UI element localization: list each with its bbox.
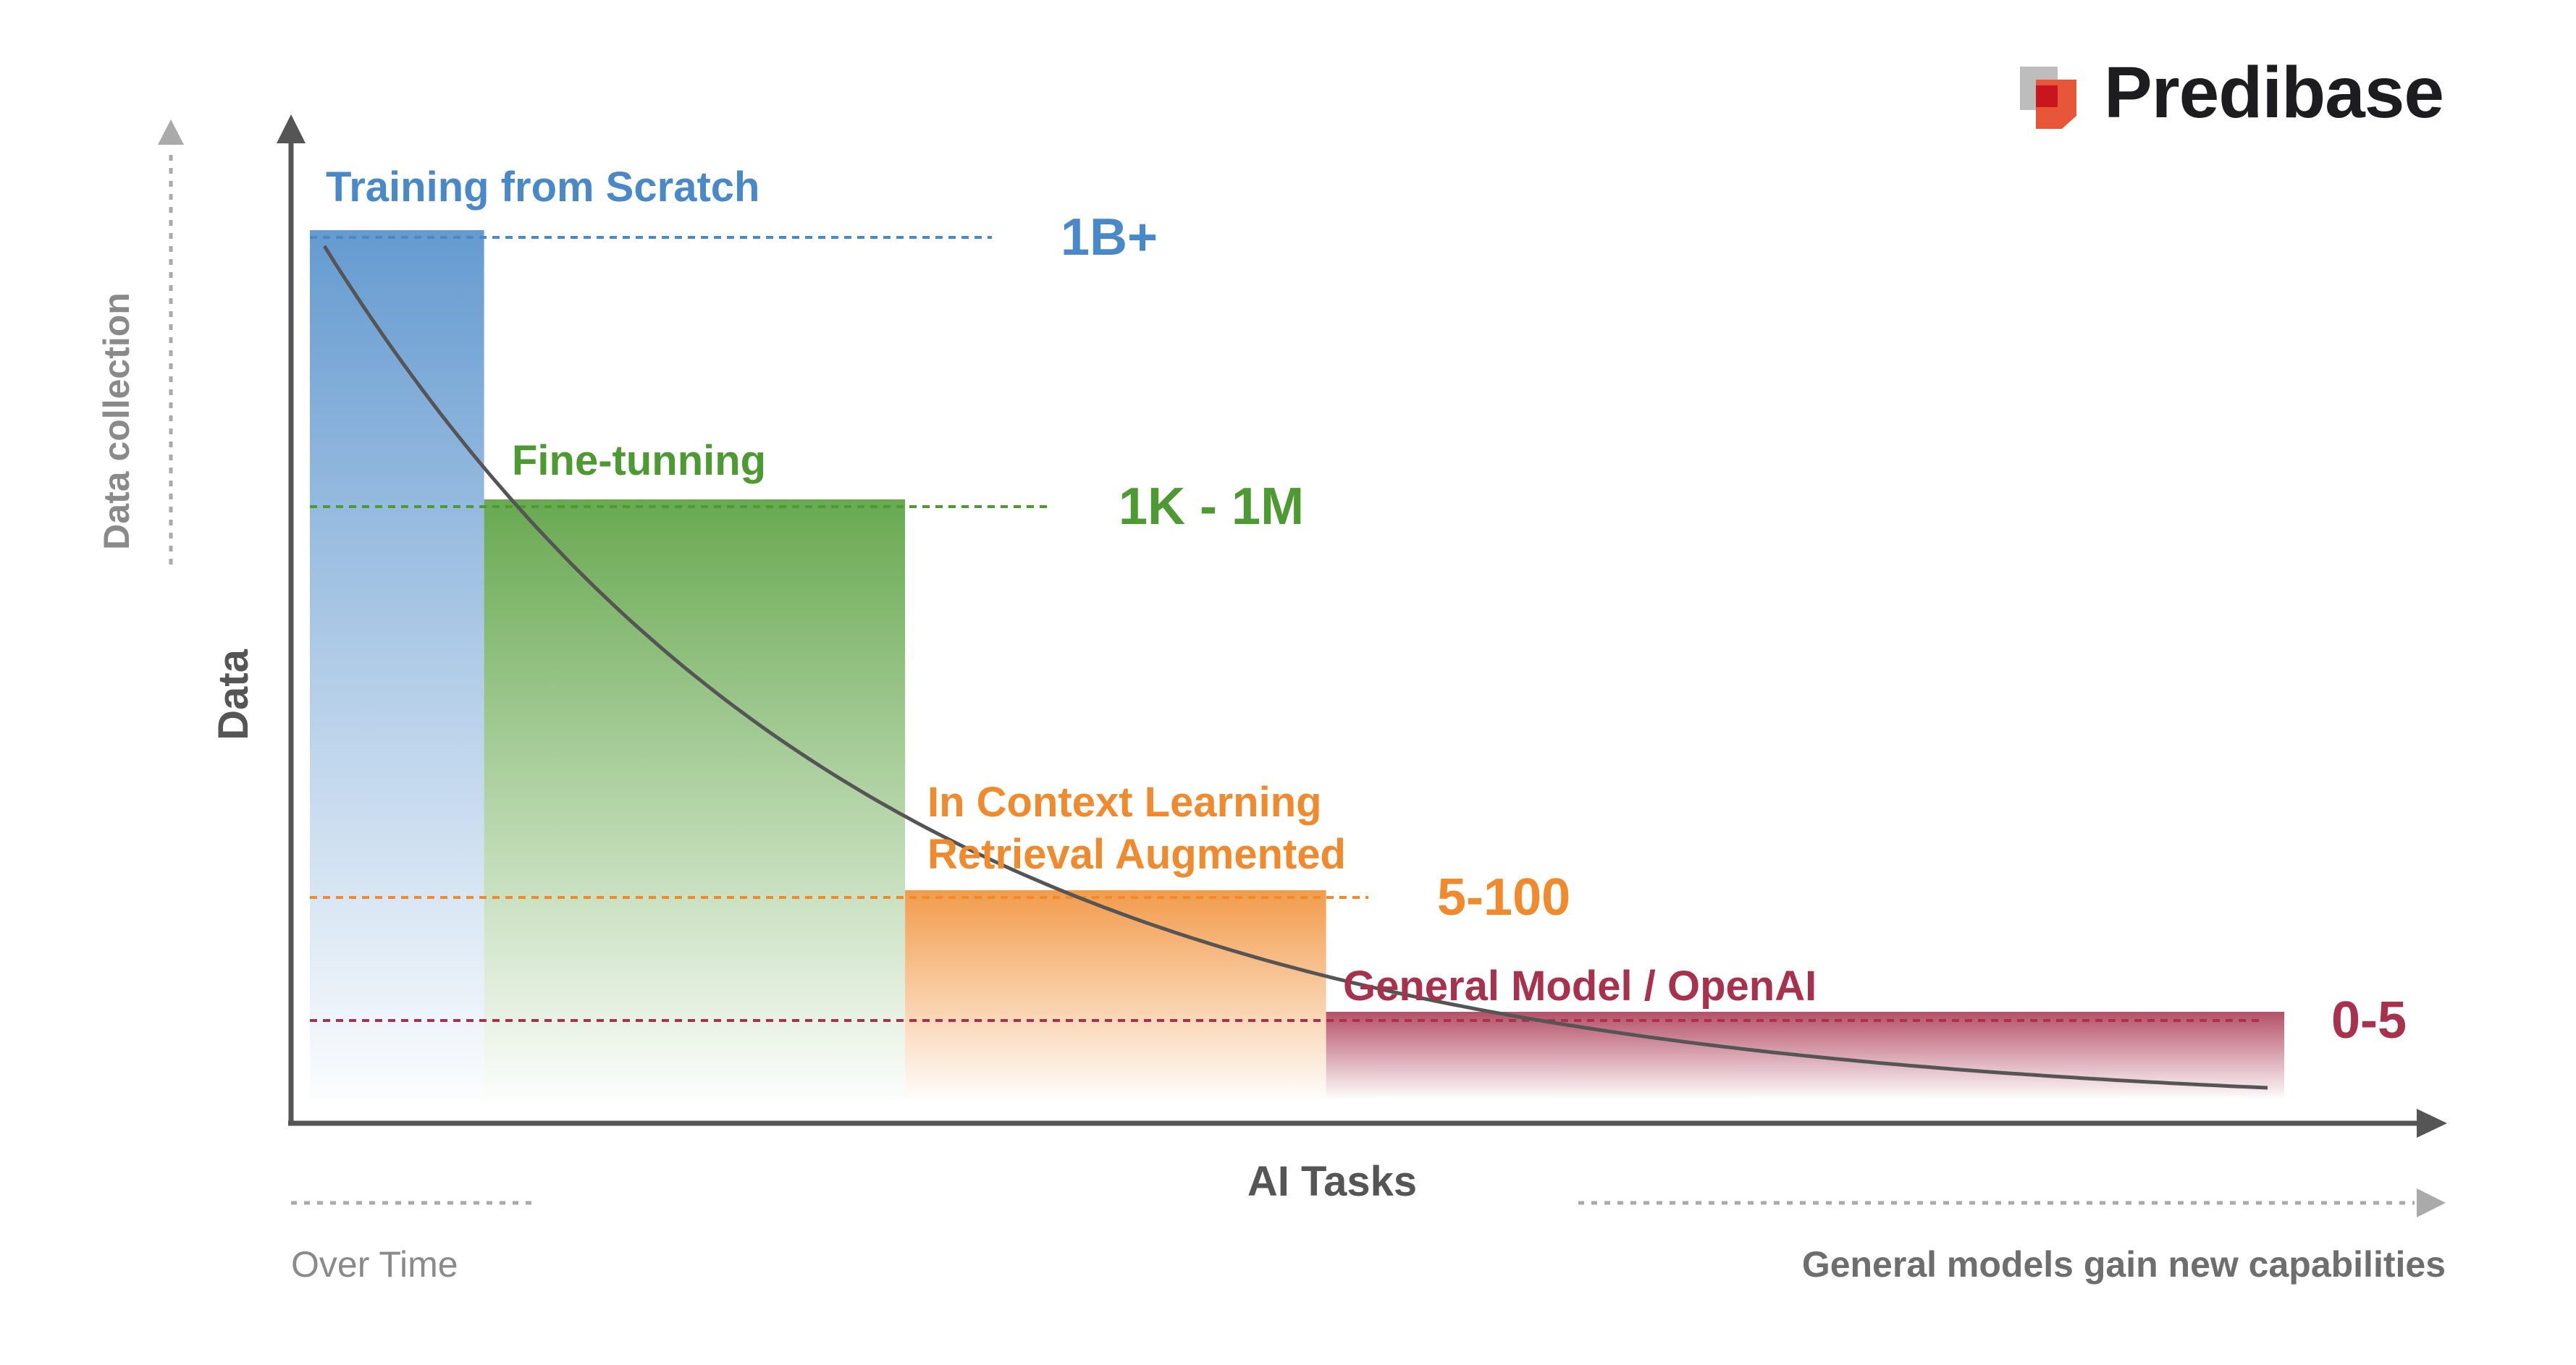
bar-2 [484,499,906,1099]
value-label-1: 1B+ [1061,208,1158,266]
data-collection-label: Data collection [96,292,137,550]
y-axis-arrow [277,114,306,143]
category-label-2-line-1: Fine-tunning [512,437,766,484]
value-label-4: 0-5 [2331,992,2407,1049]
data-collection-arrow [158,119,184,145]
capabilities-indicator: General models gain new capabilities [1578,1188,2446,1285]
bar-3 [905,890,1326,1099]
x-axis-title: AI Tasks [1247,1158,1417,1205]
category-label-4-line-1: General Model / OpenAI [1343,963,1817,1010]
brand-name: Predibase [2104,52,2444,133]
category-label-1-line-1: Training from Scratch [326,164,759,211]
trend-curve [322,245,2268,1090]
bar-1 [310,230,484,1099]
over-time-indicator: Over Time [291,1201,537,1285]
axes [277,114,2447,1138]
capabilities-arrow [2417,1188,2446,1217]
labels-group: 1B+ 1K - 1M 5-100 0-5 Training from Scratch F… [326,164,2407,1049]
guide-lines-group [310,236,2263,1022]
data-collection-indicator: Data collection [96,119,184,565]
predibase-logo-icon [2020,67,2076,129]
x-axis-arrow [2417,1109,2447,1138]
over-time-label: Over Time [291,1244,458,1285]
value-label-2: 1K - 1M [1119,478,1304,536]
value-label-3: 5-100 [1437,869,1570,926]
category-label-3-line-2: Retrieval Augmented [927,831,1346,878]
capabilities-label: General models gain new capabilities [1802,1244,2446,1285]
predibase-logo: Predibase [2020,52,2444,133]
bars-group [310,230,2284,1099]
category-label-3-line-1: In Context Learning [927,779,1322,826]
y-axis-title: Data [210,648,257,740]
